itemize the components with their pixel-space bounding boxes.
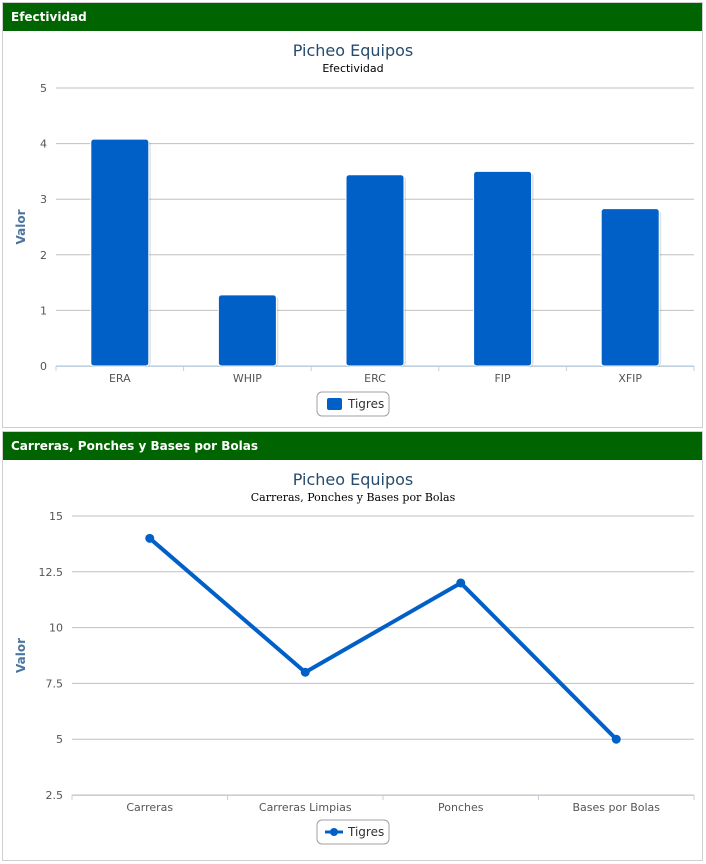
data-point [300,667,310,677]
y-tick-label: 1 [40,304,47,317]
y-tick-label: 7.5 [46,677,64,690]
legend-label: Tigres [347,397,384,411]
bar [90,138,150,367]
y-tick-label: 15 [49,510,63,523]
x-tick-label: Carreras [126,801,173,814]
panel-header: Efectividad [3,3,702,31]
y-tick-label: 4 [40,138,47,151]
bar [473,170,533,367]
series-line [148,536,618,741]
data-point [456,578,466,588]
efectividad-panel: Efectividad Picheo Equipos Efectividad 0 1 2… [2,2,703,428]
chart-subtitle: Efectividad [322,62,383,75]
data-point [611,734,621,744]
chart-subtitle: Carreras, Ponches y Bases por Bolas [251,491,456,504]
data-point [145,533,155,543]
chart-title: Picheo Equipos [293,41,414,60]
y-tick-label: 0 [40,360,47,373]
bar [217,294,277,367]
x-tick-label: WHIP [233,372,262,385]
legend-box [316,819,390,845]
x-tick-label: ERC [364,372,386,385]
y-axis-label: Valor [14,209,28,244]
line-chart: Picheo Equipos Carreras, Ponches y Bases … [14,470,695,845]
legend-symbol [327,398,342,410]
carreras-panel: Carreras, Ponches y Bases por Bolas Pich… [2,431,703,861]
chart-title: Picheo Equipos [293,470,414,489]
x-tick-label: ERA [109,372,131,385]
y-axis-label: Valor [14,638,28,673]
y-tick-label: 3 [40,193,47,206]
bar-chart: Picheo Equipos Efectividad 0 1 2 3 4 5 Valor ERA W… [14,41,695,417]
bar [600,208,660,367]
panel-header: Carreras, Ponches y Bases por Bolas [3,432,702,460]
x-tick-label: Bases por Bolas [572,801,660,814]
y-tick-label: 2 [40,249,47,262]
legend-marker [330,828,338,836]
x-tick-label: Carreras Limpias [259,801,352,814]
y-tick-label: 12.5 [39,566,64,579]
y-tick-label: 2.5 [46,789,64,802]
x-tick-label: XFIP [618,372,642,385]
y-tick-label: 5 [56,733,63,746]
bar [345,174,405,367]
x-tick-label: Ponches [438,801,484,814]
y-tick-label: 10 [49,622,63,635]
x-tick-label: FIP [494,372,511,385]
y-tick-label: 5 [40,82,47,95]
legend-label: Tigres [347,825,384,839]
